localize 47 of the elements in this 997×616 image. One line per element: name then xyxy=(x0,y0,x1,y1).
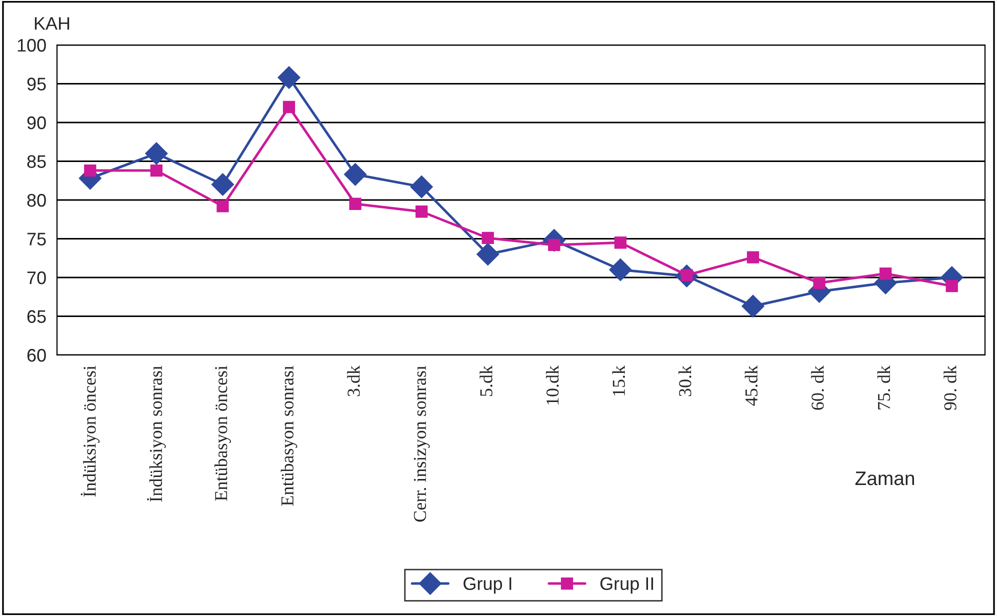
point xyxy=(482,232,494,244)
x-tick-label: İndüksiyon sonrası xyxy=(147,366,166,502)
point xyxy=(211,173,234,196)
point xyxy=(216,200,229,212)
y-tick-label: 100 xyxy=(18,38,46,52)
legend-label: Grup II xyxy=(600,577,654,594)
y-tick-label: 85 xyxy=(27,155,46,168)
point xyxy=(84,164,96,177)
point xyxy=(349,198,362,210)
x-axis-title: Zaman xyxy=(855,472,914,486)
y-tick-label: 90 xyxy=(27,116,46,130)
point xyxy=(742,294,764,318)
x-tick-label: 90. dk xyxy=(944,365,956,410)
point xyxy=(879,268,892,280)
x-tick-label: 45.dk xyxy=(744,365,758,406)
y-tick-label: 60 xyxy=(27,348,46,362)
point xyxy=(746,251,760,264)
x-tick-label: Entübasyon öncesi xyxy=(214,366,231,501)
x-tick-label: 5.dk xyxy=(480,365,492,396)
point xyxy=(282,100,296,114)
x-tick-label: Cerr. insizyon sonrası xyxy=(414,366,430,522)
y-tick-label: 65 xyxy=(27,310,46,323)
x-tick-label: 60. dk xyxy=(811,365,824,410)
point xyxy=(813,276,826,289)
x-tick-label: 30.k xyxy=(678,365,692,396)
point xyxy=(150,164,163,177)
x-tick-label: 10.dk xyxy=(546,365,559,404)
y-tick-label: 80 xyxy=(27,194,46,207)
x-tick-label: Entübasyon sonrası xyxy=(280,366,298,506)
point xyxy=(145,142,168,165)
point xyxy=(344,163,367,186)
point xyxy=(410,176,433,198)
point xyxy=(614,236,627,249)
legend-label: Grup I xyxy=(464,577,512,594)
x-tick-label: İndüksiyon öncesi xyxy=(80,366,100,497)
point xyxy=(476,242,500,266)
x-tick-label: 3.dk xyxy=(347,365,360,396)
point xyxy=(946,280,958,292)
x-tick-label: 15.k xyxy=(612,365,626,396)
y-tick-label: 70 xyxy=(27,271,46,284)
y-tick-label: 75 xyxy=(27,232,46,246)
y-axis-title: KAH xyxy=(34,17,70,30)
point xyxy=(609,258,632,282)
y-tick-label: 95 xyxy=(27,78,46,90)
point xyxy=(278,66,300,89)
point xyxy=(415,206,428,218)
x-tick-label: 75. dk xyxy=(877,365,890,410)
